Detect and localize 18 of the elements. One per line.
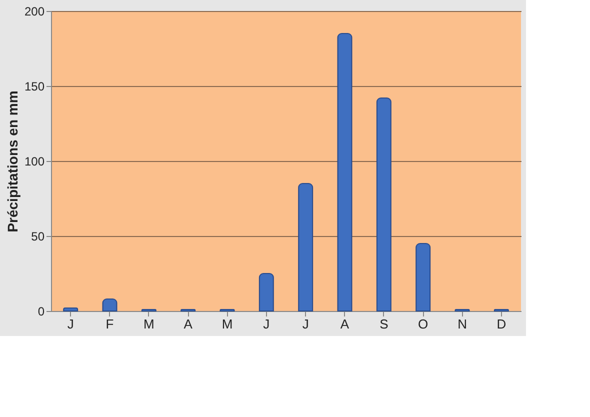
y-tick-label: 50 [31, 230, 45, 244]
y-tick-label: 150 [24, 80, 45, 94]
x-tick-label: D [496, 316, 506, 332]
x-tick-label: M [143, 316, 154, 332]
x-tick-label: S [380, 316, 389, 332]
x-tick-label: A [340, 316, 350, 332]
y-axis-title: Précipitations en mm [4, 90, 20, 232]
x-tick-label: J [263, 316, 270, 332]
y-tick-label: 0 [38, 304, 45, 318]
y-tick-label: 100 [24, 154, 45, 168]
x-tick-label: F [106, 316, 114, 332]
x-tick-label: A [184, 316, 193, 332]
x-tick-label: M [222, 316, 233, 332]
y-tick-label: 200 [24, 4, 45, 18]
x-tick-label: J [302, 316, 309, 332]
x-tick-label: O [418, 316, 428, 332]
x-tick-label: N [458, 316, 467, 332]
x-tick-label: J [67, 316, 74, 332]
